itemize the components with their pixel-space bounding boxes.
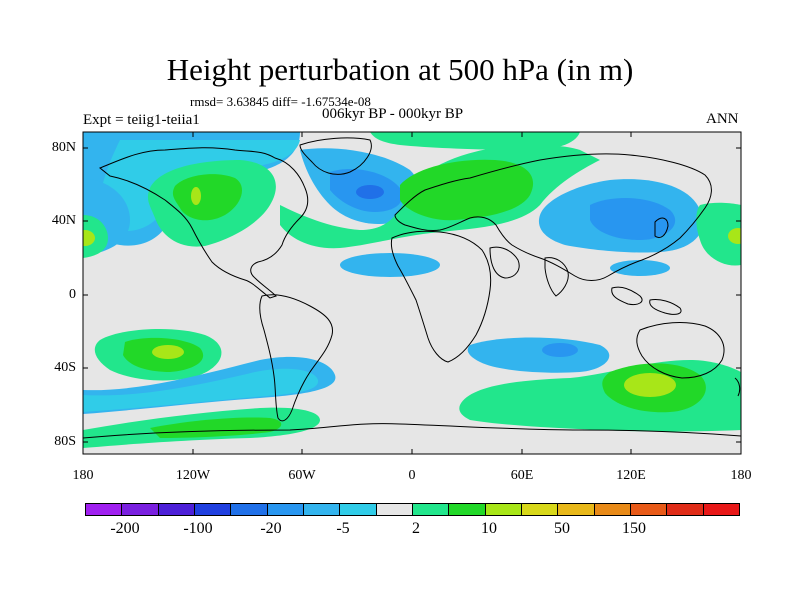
lat-label-40s: 40S [54,360,76,375]
colorbar-segment [86,504,123,515]
colorbar-segment [630,504,668,515]
colorbar-segment [449,504,486,515]
colorbar-label: -100 [183,520,213,537]
lon-label-60e: 60E [510,468,534,483]
colorbar-label: -5 [336,520,350,537]
colorbar-segment [267,504,304,515]
colorbar-segment [340,504,377,515]
lon-label-120w: 120W [175,468,211,483]
colorbar-segment [703,504,739,515]
lon-label-0: 0 [408,468,416,483]
stats-text: rmsd= 3.63845 diff= -1.67534e-08 [190,94,371,109]
colorbar-label: 50 [554,520,570,537]
lat-label-80n: 80N [51,140,76,155]
colorbar-label: -20 [260,520,282,537]
colorbar-segment [521,504,559,515]
colorbar-segment [231,504,268,515]
colorbar-segment [194,504,232,515]
season-text: ANN [706,111,739,127]
colorbar-label: 150 [622,520,646,537]
period-text: 006kyr BP - 000kyr BP [322,106,464,122]
lat-label-0: 0 [69,287,76,302]
coastlines [83,137,741,439]
lat-label-40n: 40N [51,213,76,228]
colorbar-label: -200 [110,520,140,537]
colorbar-segment [412,504,450,515]
experiment-text: Expt = teiig1-teiia1 [83,112,200,128]
lon-label-180-left: 180 [72,468,94,483]
map-title: Height perturbation at 500 hPa (in m) [166,52,634,87]
colorbar-segment [303,504,341,515]
colorbar-segment [558,504,595,515]
contour-field [83,132,741,454]
colorbar-segment [158,504,195,515]
colorbar-segment [485,504,522,515]
lat-label-80s: 80S [54,434,76,449]
colorbar-segment [122,504,159,515]
lon-label-120e: 120E [616,468,646,483]
colorbar [85,503,740,516]
map-frame [82,131,742,455]
lon-label-180-right: 180 [730,468,752,483]
colorbar-segment [594,504,631,515]
colorbar-label: 10 [481,520,497,537]
lon-label-60w: 60W [288,468,316,483]
colorbar-segment [376,504,413,515]
colorbar-label: 2 [412,520,420,537]
colorbar-segment [667,504,704,515]
